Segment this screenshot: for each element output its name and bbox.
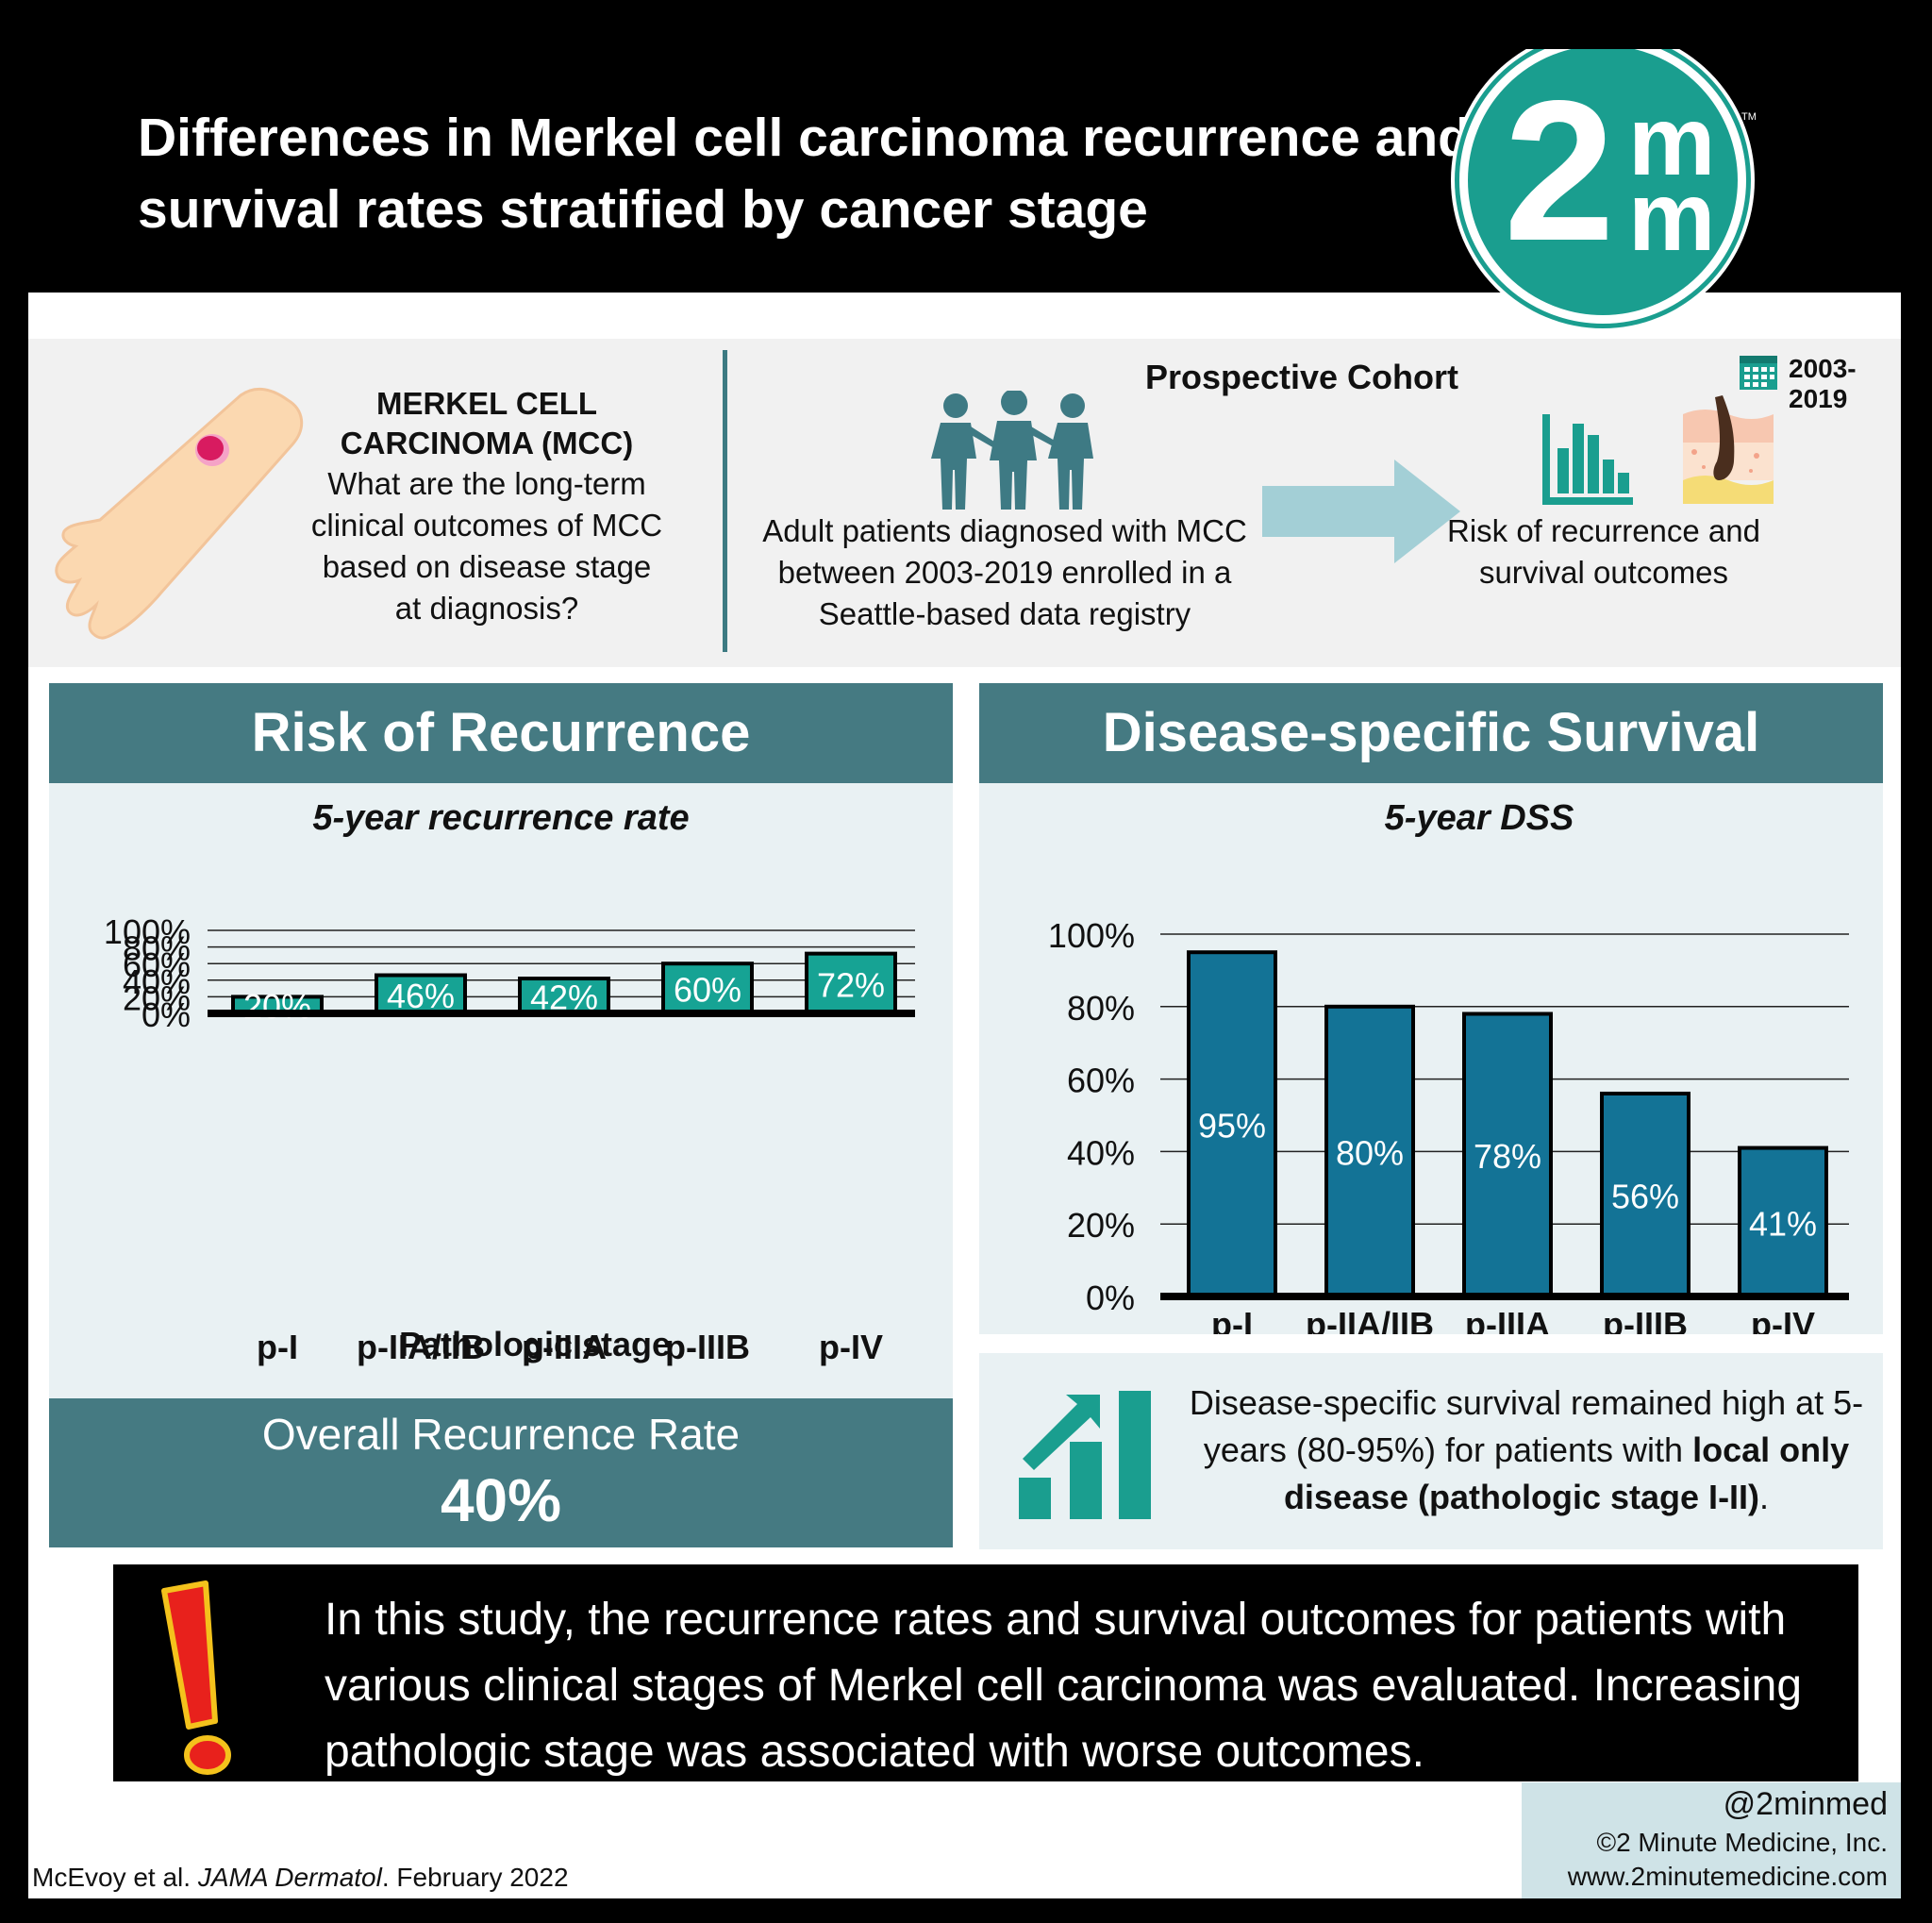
survival-y-tick-label: 40% — [1067, 1133, 1135, 1172]
copyright: ©2 Minute Medicine, Inc. — [1596, 1828, 1888, 1857]
logo-trademark: TM — [1741, 111, 1757, 123]
logo-badge: 2 m m TM — [1459, 49, 1757, 324]
survival-y-tick-label: 100% — [1048, 916, 1135, 955]
summary-text-part: Disease-specific survival remained high … — [1189, 1383, 1864, 1469]
survival-category-label: p-IIIA — [1465, 1305, 1550, 1334]
citation-journal: JAMA Dermatol — [197, 1863, 382, 1892]
bar-chart-icon — [1542, 414, 1633, 505]
citation-date: . February 2022 — [381, 1863, 569, 1892]
citation: McEvoy et al. JAMA Dermatol. February 20… — [32, 1863, 569, 1893]
recurrence-panel: Risk of Recurrence 5-year recurrence rat… — [49, 683, 953, 1400]
survival-data-label: 80% — [1336, 1133, 1404, 1172]
logo-digit: 2 — [1504, 59, 1615, 282]
recurrence-category-label: p-I — [257, 1328, 298, 1366]
recurrence-data-label: 20% — [243, 987, 311, 1026]
survival-data-label: 56% — [1611, 1177, 1679, 1215]
recurrence-bar — [661, 962, 754, 1016]
mcc-question: What are the long-term clinical outcomes… — [310, 466, 663, 626]
social-handle: @2minmed — [1723, 1786, 1888, 1822]
survival-bar — [1187, 950, 1277, 1298]
recurrence-y-tick-label: 80% — [123, 929, 191, 968]
survival-y-tick-label: 80% — [1067, 989, 1135, 1028]
survival-data-label: 95% — [1198, 1107, 1266, 1145]
page-title: Differences in Merkel cell carcinoma rec… — [138, 108, 1471, 240]
survival-bar — [1324, 1004, 1415, 1298]
recurrence-y-tick-label: 0% — [142, 995, 191, 1034]
survival-bar — [1600, 1091, 1690, 1298]
recurrence-category-label: p-IIA/IIB — [357, 1328, 485, 1366]
survival-summary-box: Disease-specific survival remained high … — [979, 1353, 1883, 1549]
recurrence-y-tick-label: 100% — [104, 912, 191, 951]
cohort-description: Adult patients diagnosed with MCC betwee… — [762, 513, 1247, 631]
survival-category-label: p-IIA/IIB — [1306, 1305, 1434, 1334]
summary-text-bold: local only disease (pathologic stage I-I… — [1283, 1430, 1850, 1516]
recurrence-bar — [805, 951, 897, 1016]
survival-bar-chart: 0% 20% 40% 60% 80% 100% 95% p-I 80% p-IIA/IIB 78% p… — [1048, 916, 1849, 1334]
recurrence-category-label: p-IV — [819, 1328, 883, 1366]
footer-credits: @2minmed ©2 Minute Medicine, Inc. www.2m… — [1522, 1782, 1901, 1898]
recurrence-y-tick-label: 60% — [123, 945, 191, 984]
study-years: 2003-2019 — [1789, 354, 1857, 413]
survival-data-label: 78% — [1474, 1137, 1541, 1176]
exclamation-icon — [161, 1580, 231, 1775]
recurrence-data-label: 46% — [387, 977, 455, 1015]
survival-category-label: p-IIIB — [1603, 1305, 1688, 1334]
recurrence-y-tick-label: 40% — [123, 962, 191, 1001]
recurrence-data-label: 72% — [817, 965, 885, 1004]
overall-recurrence-value: 40% — [440, 1466, 562, 1534]
survival-category-label: p-IV — [1751, 1305, 1815, 1334]
intro-divider — [723, 350, 727, 652]
recurrence-category-label: p-IIIA — [522, 1328, 607, 1366]
recurrence-y-tick-label: 20% — [123, 978, 191, 1017]
arm-lesion-icon — [55, 387, 303, 640]
survival-y-tick-label: 20% — [1067, 1206, 1135, 1245]
survival-heading: Disease-specific Survival — [979, 683, 1883, 783]
survival-chart-title: 5-year DSS — [1384, 798, 1574, 838]
recurrence-heading: Risk of Recurrence — [49, 683, 953, 783]
overall-recurrence-label: Overall Recurrence Rate — [261, 1410, 741, 1459]
growth-chart-icon — [1019, 1391, 1151, 1519]
survival-category-label: p-I — [1211, 1305, 1253, 1334]
recurrence-data-label: 60% — [674, 971, 741, 1010]
overall-recurrence-box: Overall Recurrence Rate 40% — [49, 1398, 953, 1547]
logo-letter-top: m — [1628, 87, 1716, 196]
recurrence-x-axis-label: Pathologic stage — [398, 1325, 672, 1363]
calendar-icon — [1740, 356, 1777, 390]
mcc-heading: MERKEL CELL CARCINOMA (MCC) — [340, 386, 634, 460]
survival-data-label: 41% — [1749, 1204, 1817, 1243]
logo: 2 m m TM — [1451, 49, 1757, 332]
skin-layer-icon — [1683, 395, 1774, 504]
outcome-description: Risk of recurrence and survival outcomes — [1447, 513, 1760, 590]
survival-bar — [1462, 1012, 1553, 1298]
survival-y-tick-label: 60% — [1067, 1062, 1135, 1100]
survival-panel: Disease-specific Survival 5-year DSS 0% 2… — [979, 683, 1883, 1334]
conclusion-banner: In this study, the recurrence rates and … — [113, 1564, 1858, 1781]
recurrence-category-label: p-IIIB — [665, 1328, 750, 1366]
arrow-right-icon — [1262, 460, 1460, 563]
intro-section: MERKEL CELL CARCINOMA (MCC) What are the… — [28, 339, 1901, 667]
logo-letter-bottom: m — [1628, 162, 1716, 272]
summary-text-end: . — [1759, 1478, 1770, 1516]
people-icon — [931, 391, 1093, 510]
citation-authors: McEvoy et al. — [32, 1863, 198, 1892]
website-link[interactable]: www.2minutemedicine.com — [1567, 1862, 1888, 1891]
recurrence-chart-title: 5-year recurrence rate — [312, 798, 690, 838]
conclusion-text: In this study, the recurrence rates and … — [325, 1595, 1803, 1777]
survival-summary-text: Disease-specific survival remained high … — [1187, 1380, 1866, 1521]
survival-y-tick-label: 0% — [1086, 1279, 1135, 1317]
cohort-title: Prospective Cohort — [1144, 358, 1459, 396]
infographic-canvas: Differences in Merkel cell carcinoma rec… — [28, 49, 1901, 1898]
recurrence-bar-chart: 0%20%40%60%80%100%20%p-I46%p-IIA/IIB42%p… — [104, 912, 915, 1366]
